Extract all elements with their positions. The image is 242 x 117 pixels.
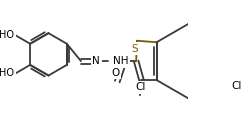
Text: S: S [131,44,138,54]
Text: N: N [92,56,100,66]
Text: HO: HO [0,68,14,78]
Text: HO: HO [0,30,14,40]
Text: Cl: Cl [231,81,242,91]
Text: O: O [112,68,120,78]
Text: Cl: Cl [136,82,146,92]
Text: NH: NH [113,56,128,66]
